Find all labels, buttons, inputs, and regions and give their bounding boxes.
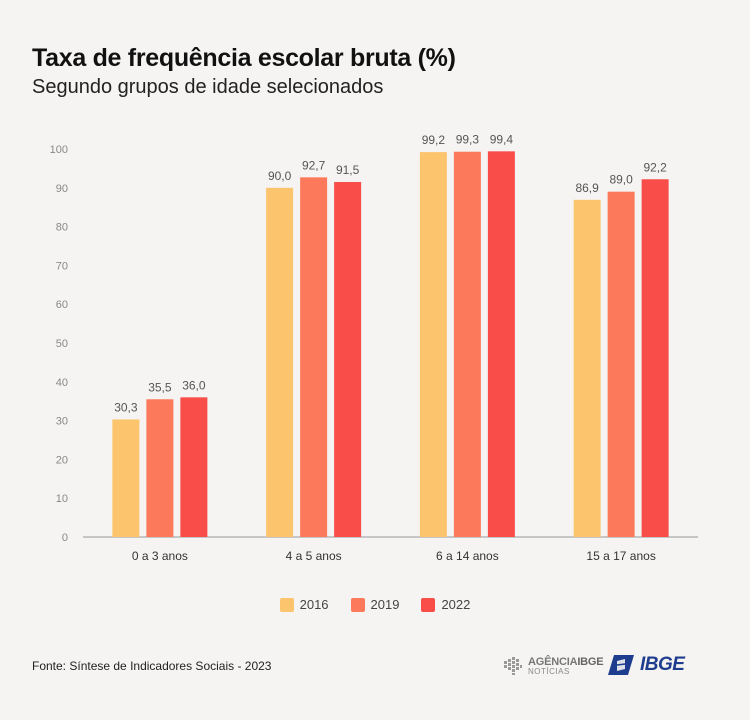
bar-2022-4: [641, 179, 669, 537]
bar-2016-3: [419, 152, 447, 537]
legend-label-2019: 2019: [370, 597, 400, 612]
y-tick-label: 40: [56, 377, 68, 389]
legend-swatch-2019: [350, 597, 365, 612]
bar-2022-3: [487, 151, 515, 537]
y-tick-label: 80: [56, 222, 68, 234]
y-tick-label: 70: [56, 260, 68, 272]
y-tick-label: 60: [56, 299, 68, 311]
data-label: 90,0: [268, 169, 292, 183]
ibge-logo: IBGE: [608, 654, 685, 676]
data-label: 35,5: [148, 380, 172, 394]
agencia-line2: NOTÍCIAS: [528, 666, 570, 676]
legend: 2016 2019 2022: [0, 597, 750, 612]
x-tick-label: 15 a 17 anos: [586, 549, 655, 563]
y-tick-label: 90: [56, 183, 68, 195]
data-label: 91,5: [336, 163, 360, 177]
data-label: 99,4: [490, 132, 514, 146]
bar-2016-2: [266, 187, 294, 538]
bar-2019-2: [300, 177, 328, 537]
legend-item-2016: 2016: [279, 597, 329, 612]
bar-2019-4: [607, 191, 635, 537]
legend-swatch-2016: [279, 597, 294, 612]
y-tick-label: 20: [56, 454, 68, 466]
agencia-line1: AGÊNCIA: [528, 655, 578, 668]
data-label: 30,3: [114, 400, 138, 414]
agencia-logo-icon: [504, 657, 522, 675]
y-tick-label: 30: [56, 416, 68, 428]
source-note: Fonte: Síntese de Indicadores Sociais - …: [32, 659, 272, 673]
bar-2022-2: [334, 181, 362, 538]
y-tick-label: 100: [50, 144, 68, 156]
y-tick-label: 10: [56, 493, 68, 505]
data-label: 86,9: [575, 181, 599, 195]
ibge-logo-word: IBGE: [640, 654, 685, 675]
data-label: 89,0: [609, 173, 633, 187]
bar-2019-3: [453, 151, 481, 537]
legend-label-2022: 2022: [441, 597, 471, 612]
y-tick-label: 0: [62, 532, 68, 544]
ibge-logo-icon: [608, 655, 634, 675]
data-label: 99,3: [456, 133, 480, 147]
bar-2019-1: [146, 399, 174, 537]
legend-label-2016: 2016: [299, 597, 329, 612]
data-label: 92,2: [643, 160, 667, 174]
bar-chart: 0 10 20 30 40 50 60 70 80 90 100 30,3 35,5 36,0 0 a 3 …: [50, 132, 698, 563]
x-tick-label: 0 a 3 anos: [132, 549, 188, 563]
bar-2016-1: [112, 419, 140, 537]
bar-2022-1: [180, 397, 208, 537]
legend-item-2022: 2022: [421, 597, 470, 612]
bar-2016-4: [573, 199, 601, 537]
chart-subtitle: Segundo grupos de idade selecionados: [32, 76, 384, 98]
agencia-brand: IBGE: [577, 655, 604, 668]
data-label: 99,2: [422, 133, 446, 147]
x-tick-label: 4 a 5 anos: [286, 549, 342, 563]
data-label: 92,7: [302, 158, 326, 172]
legend-item-2019: 2019: [350, 597, 400, 612]
x-tick-label: 6 a 14 anos: [436, 549, 499, 563]
y-tick-label: 50: [56, 338, 68, 350]
agencia-ibge-logo: AGÊNCIAIBGE NOTÍCIAS: [502, 655, 604, 677]
data-label: 36,0: [182, 378, 206, 392]
chart-title: Taxa de frequência escolar bruta (%): [32, 44, 456, 72]
legend-swatch-2022: [421, 597, 436, 612]
